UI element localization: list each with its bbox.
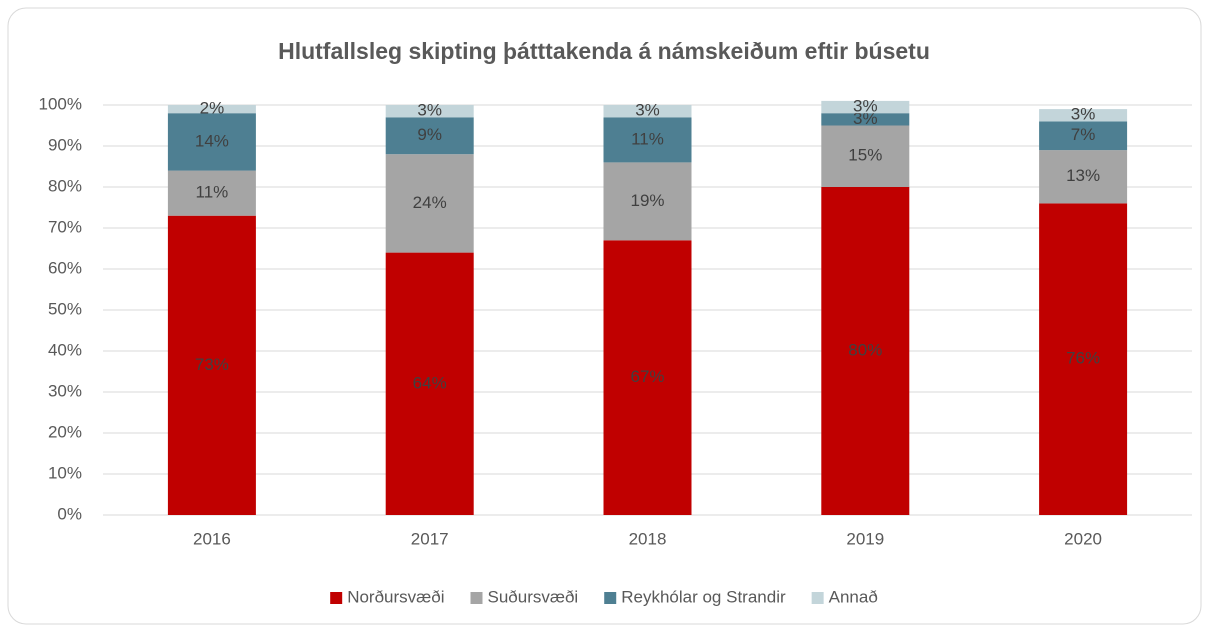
data-label: 3% — [853, 109, 878, 128]
legend-label: Reykhólar og Strandir — [621, 587, 786, 606]
x-tick-label: 2016 — [193, 529, 231, 548]
legend-label: Suðursvæði — [488, 587, 579, 606]
data-label: 15% — [848, 146, 882, 165]
data-label: 76% — [1066, 349, 1100, 368]
y-tick-label: 10% — [48, 463, 82, 482]
legend-swatch — [470, 592, 483, 604]
bar-segment — [821, 187, 910, 515]
data-label: 11% — [631, 129, 664, 148]
bar-segment — [385, 252, 474, 515]
data-label: 3% — [1071, 105, 1096, 124]
legend-swatch — [604, 592, 617, 604]
chart-title: Hlutfallsleg skipting þátttakenda á náms… — [278, 38, 930, 64]
x-tick-label: 2020 — [1064, 529, 1102, 548]
bar-segment — [821, 125, 910, 187]
data-label: 3% — [635, 101, 660, 120]
y-tick-label: 40% — [48, 340, 82, 359]
bar-segment — [167, 105, 256, 114]
x-tick-label: 2017 — [411, 529, 449, 548]
bar-segment — [603, 240, 692, 516]
data-label: 73% — [195, 355, 229, 374]
bar-segment — [603, 117, 692, 163]
data-label: 14% — [195, 131, 229, 150]
data-label: 19% — [630, 191, 664, 210]
bar-segment — [1039, 150, 1128, 204]
bar-segment — [385, 117, 474, 155]
data-label: 2% — [200, 99, 225, 118]
bar-segment — [821, 100, 910, 114]
y-tick-label: 100% — [39, 94, 82, 113]
bar-segment — [603, 162, 692, 241]
data-label: 7% — [1071, 125, 1096, 144]
y-tick-label: 50% — [48, 299, 82, 318]
data-label: 80% — [848, 340, 882, 359]
bar-segment — [1039, 121, 1128, 151]
y-tick-label: 60% — [48, 258, 82, 277]
bar-segment — [167, 215, 256, 515]
bar-segment — [385, 105, 474, 118]
bar-segment — [821, 113, 910, 126]
bar-segment — [1039, 203, 1128, 515]
bar-segment — [385, 154, 474, 253]
data-label: 13% — [1066, 166, 1100, 185]
y-tick-label: 70% — [48, 217, 82, 236]
data-label: 3% — [417, 101, 442, 120]
data-label: 24% — [413, 193, 447, 212]
x-tick-label: 2019 — [846, 529, 884, 548]
legend-swatch — [330, 592, 343, 604]
y-tick-label: 30% — [48, 381, 82, 400]
data-label: 9% — [417, 125, 442, 144]
legend-label: Norðursvæði — [347, 587, 444, 606]
legend-swatch — [811, 592, 824, 604]
y-tick-label: 20% — [48, 422, 82, 441]
bar-segment — [167, 170, 256, 216]
data-label: 64% — [413, 373, 447, 392]
bar-segment — [167, 113, 256, 171]
data-label: 3% — [853, 97, 878, 116]
y-tick-label: 0% — [57, 504, 82, 523]
y-tick-label: 90% — [48, 135, 82, 154]
bar-segment — [603, 105, 692, 118]
x-tick-label: 2018 — [629, 529, 667, 548]
legend-label: Annað — [829, 587, 878, 606]
data-label: 11% — [196, 183, 229, 202]
y-tick-label: 80% — [48, 176, 82, 195]
data-label: 67% — [630, 367, 664, 386]
bar-segment — [1039, 109, 1128, 122]
